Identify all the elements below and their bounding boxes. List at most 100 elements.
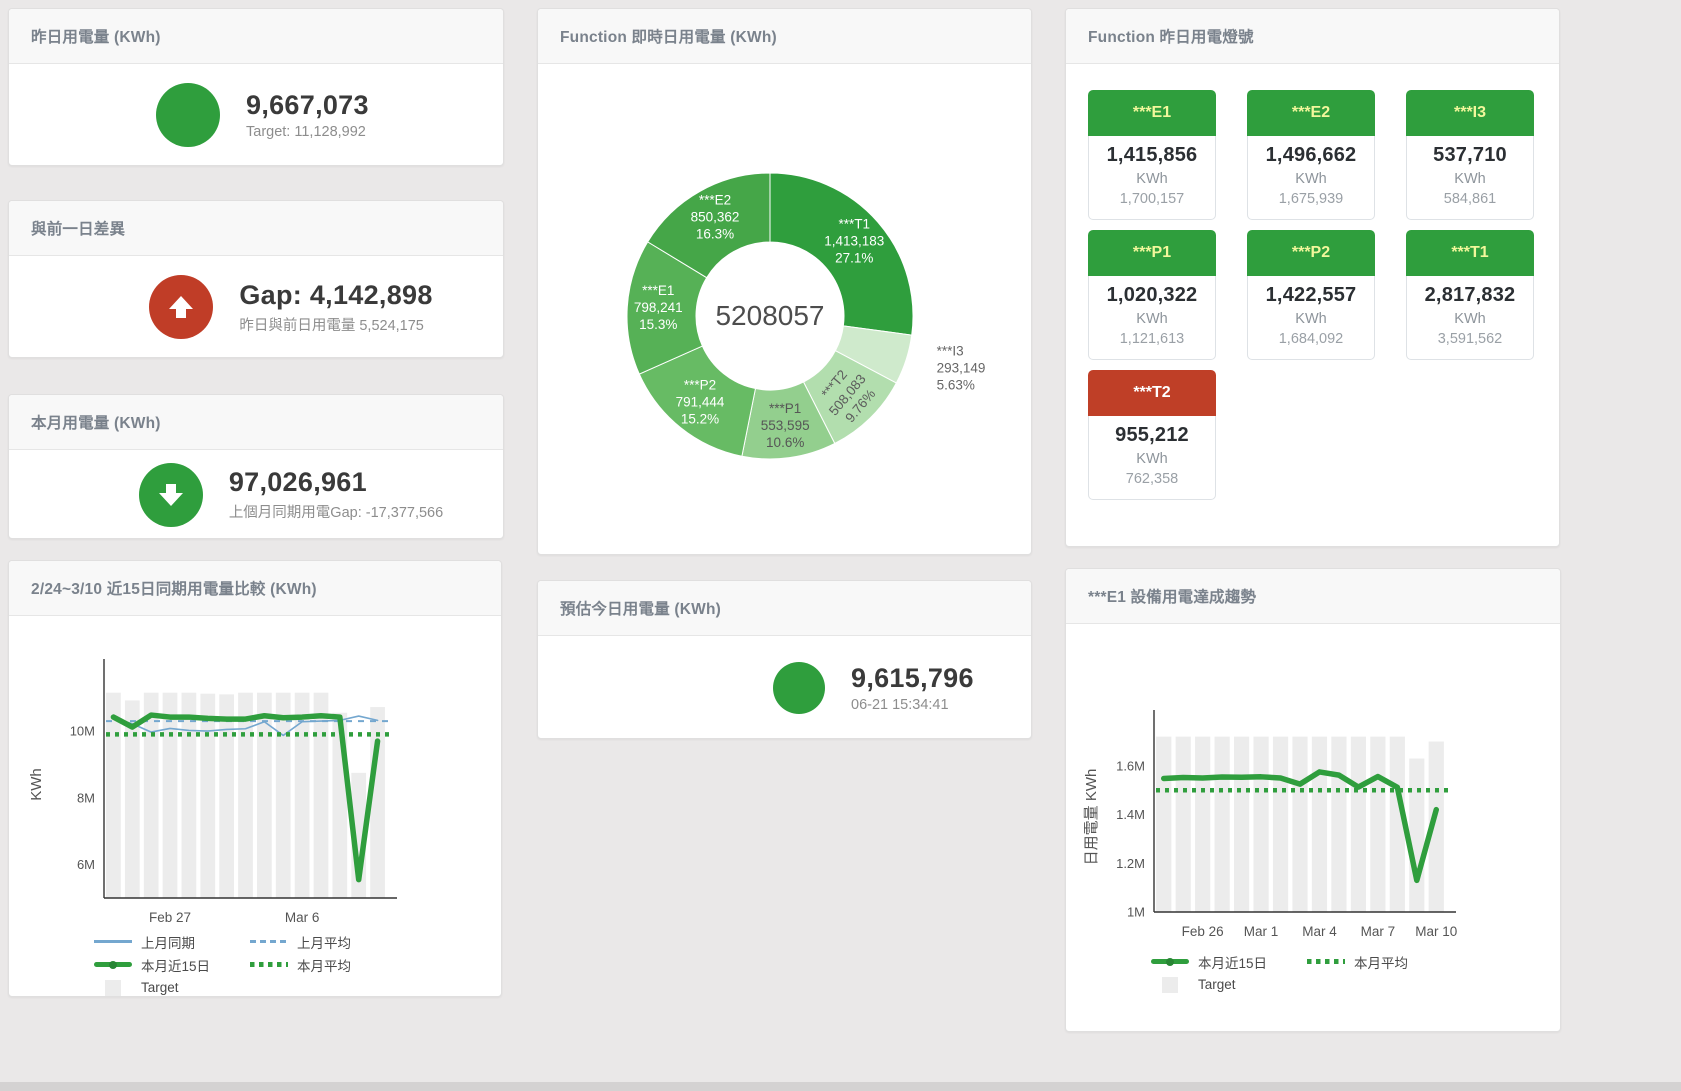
- kpi-content: 97,026,961 上個月同期用電Gap: -17,377,566: [9, 450, 503, 539]
- kpi-value: 9,667,073: [246, 90, 369, 120]
- card-title-text: 昨日用電量 (KWh): [31, 29, 161, 46]
- donut-label: ***E1 798,241 15.3%: [633, 283, 682, 332]
- tile-value: 1,496,662: [1265, 144, 1357, 166]
- target-bar: [1331, 736, 1347, 912]
- series-line: [112, 715, 379, 737]
- target-bar: [162, 692, 178, 898]
- status-tile-P1: ***P1 1,020,322 KWh 1,121,613: [1088, 230, 1216, 360]
- y-axis-tick: 10M: [70, 724, 95, 739]
- tile-value: 955,212: [1115, 424, 1189, 446]
- tile-value: 2,817,832: [1424, 284, 1516, 306]
- x-axis-tick: Mar 1: [1244, 924, 1279, 939]
- status-circle: [773, 661, 825, 714]
- kpi-subtitle: 昨日與前日用電量 5,524,175: [239, 317, 424, 334]
- realtime-donut-chart[interactable]: ***T1 1,413,183 27.1%***I3 293,149 5.63%***T…: [545, 78, 1025, 538]
- card-status-lights: Function 昨日用電燈號 ***E1 1,415,856 KWh 1,700,1…: [1065, 8, 1560, 547]
- donut-label: ***E2 850,362 16.3%: [690, 192, 739, 241]
- legend-item-上月同期[interactable]: 上月同期: [94, 930, 250, 953]
- card-title: 本月用電量 (KWh): [9, 395, 503, 450]
- legend-item-本月平均[interactable]: 本月平均: [250, 953, 406, 976]
- legend-swatch-square: [1151, 977, 1189, 993]
- legend-item-本月近15日[interactable]: 本月近15日: [94, 953, 250, 976]
- tile-unit: KWh: [1136, 451, 1168, 467]
- status-circle: [156, 83, 220, 147]
- legend-label: 本月平均: [297, 958, 351, 974]
- kpi-subtitle: Target: 11,128,992: [246, 124, 366, 140]
- tile-header: ***I3: [1406, 90, 1534, 136]
- donut-segment-E2[interactable]: [646, 172, 770, 279]
- card-realtime-donut: Function 即時日用電量 (KWh) ***T1 1,413,183 27.1…: [537, 8, 1032, 555]
- donut-label: ***P1 553,595 10.6%: [760, 401, 809, 450]
- tile-body: 1,422,557 KWh 1,684,092: [1247, 276, 1375, 360]
- kpi-subtitle: 上個月同期用電Gap: -17,377,566: [228, 505, 444, 521]
- legend-swatch-square: [94, 980, 132, 996]
- target-bar: [1234, 736, 1250, 912]
- tile-header: ***P1: [1088, 230, 1216, 276]
- target-bar: [1272, 736, 1289, 912]
- y-axis-tick: 6M: [77, 857, 95, 872]
- x-axis-tick: Mar 4: [1302, 924, 1337, 939]
- card-title-text: 與前一日差異: [31, 221, 126, 238]
- card-title-text: 預估今日用電量 (KWh): [560, 601, 722, 618]
- donut-segment-T1[interactable]: [769, 172, 913, 336]
- legend-label: 本月近15日: [141, 958, 211, 974]
- legend-item-本月近15日[interactable]: 本月近15日: [1151, 950, 1307, 973]
- target-bar: [1370, 736, 1386, 912]
- target-bar: [1175, 736, 1191, 912]
- tile-target: 1,675,939: [1278, 191, 1344, 207]
- kpi-value: 9,615,796: [851, 662, 974, 693]
- tile-target: 3,591,562: [1437, 331, 1503, 347]
- tile-unit: KWh: [1295, 171, 1327, 187]
- compare-line-chart[interactable]: 6M 8M 10M KWh Feb 27 Mar 6: [9, 616, 469, 928]
- e1-trend-line-chart[interactable]: 1M 1.2M 1.4M 1.6M 日用電量 KWh Feb 26 Mar 1 Mar 4 Ma…: [1066, 624, 1531, 942]
- status-tile-T2: ***T2 955,212 KWh 762,358: [1088, 370, 1216, 500]
- legend-item-上月平均[interactable]: 上月平均: [250, 930, 406, 953]
- tile-target: 1,684,092: [1278, 331, 1344, 347]
- legend-label: 上月平均: [297, 935, 351, 951]
- target-bar: [124, 700, 140, 898]
- tile-header: ***T2: [1088, 370, 1216, 416]
- legend-item-Target[interactable]: Target: [94, 976, 250, 999]
- tile-unit: KWh: [1295, 311, 1327, 327]
- target-bar: [1428, 741, 1444, 912]
- target-bar: [238, 692, 253, 898]
- card-title: 與前一日差異: [9, 201, 503, 256]
- legend-swatch-dots: [250, 957, 288, 973]
- y-axis-label: KWh: [28, 768, 45, 801]
- card-title-text: Function 昨日用電燈號: [1088, 29, 1254, 46]
- target-bar: [106, 692, 121, 898]
- kpi-value: Gap: 4,142,898: [239, 279, 433, 310]
- target-bar: [200, 693, 216, 898]
- arrow-up-icon: [169, 296, 194, 318]
- tile-header: ***E2: [1247, 90, 1375, 136]
- card-today-estimate: 預估今日用電量 (KWh) 9,615,796 06-21 15:34:41: [537, 580, 1032, 739]
- card-title: 預估今日用電量 (KWh): [538, 581, 1031, 636]
- status-tile-E2: ***E2 1,496,662 KWh 1,675,939: [1247, 90, 1375, 220]
- legend-swatch-thickline: [1151, 954, 1189, 970]
- x-axis-tick: Mar 7: [1361, 924, 1396, 939]
- target-bar: [313, 692, 329, 898]
- legend-item-Target[interactable]: Target: [1151, 973, 1307, 996]
- status-tile-E1: ***E1 1,415,856 KWh 1,700,157: [1088, 90, 1216, 220]
- kpi-content: 9,667,073 Target: 11,128,992: [9, 64, 503, 166]
- x-axis-tick: Mar 6: [285, 910, 320, 925]
- card-month-usage: 本月用電量 (KWh) 97,026,961 上個月同期用電Gap: -17,3…: [8, 394, 504, 539]
- legend-label: Target: [141, 980, 179, 995]
- target-bar: [1389, 736, 1405, 912]
- card-title-text: 本月用電量 (KWh): [31, 415, 161, 432]
- tile-value: 537,710: [1433, 144, 1507, 166]
- card-day-gap: 與前一日差異 Gap: 4,142,898 昨日與前日用電量 5,524,175: [8, 200, 504, 358]
- legend-item-本月平均[interactable]: 本月平均: [1307, 950, 1463, 973]
- status-circle: [138, 462, 203, 527]
- legend-swatch-line: [94, 934, 132, 950]
- status-tile-I3: ***I3 537,710 KWh 584,861: [1406, 90, 1534, 220]
- e1-chart-legend: 本月近15日 本月平均 Target: [1151, 950, 1481, 996]
- target-bar: [1350, 736, 1366, 912]
- tile-target: 1,121,613: [1119, 331, 1185, 347]
- target-bar: [219, 694, 234, 898]
- target-bar: [294, 692, 310, 898]
- status-tiles-grid: ***E1 1,415,856 KWh 1,700,157 ***E2 1,496,662…: [1066, 64, 1559, 526]
- tile-body: 2,817,832 KWh 3,591,562: [1406, 276, 1534, 360]
- status-tile-T1: ***T1 2,817,832 KWh 3,591,562: [1406, 230, 1534, 360]
- tile-value: 1,020,322: [1106, 284, 1198, 306]
